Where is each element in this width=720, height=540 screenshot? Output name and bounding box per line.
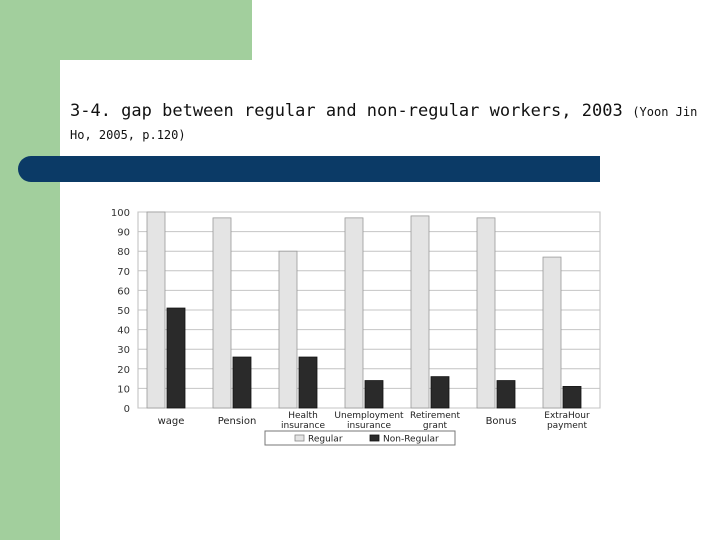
y-tick-label: 40: [117, 326, 130, 337]
slide-title-main: 3-4. gap between regular and non-regular…: [70, 101, 623, 121]
slide-title: 3-4. gap between regular and non-regular…: [70, 100, 710, 146]
x-tick-label: Unemployment insurance: [334, 411, 404, 431]
bar-regular: [542, 256, 562, 409]
bar-non-regular: [298, 356, 318, 409]
bar-non-regular: [166, 307, 186, 409]
legend-swatch-non-regular: [369, 434, 380, 442]
legend-label-regular: Regular: [308, 435, 343, 445]
bar-regular: [146, 211, 166, 409]
legend-swatch-regular: [294, 434, 305, 442]
bar-non-regular: [430, 376, 450, 409]
y-tick-label: 30: [117, 345, 130, 356]
y-tick-label: 10: [117, 384, 130, 395]
legend: [264, 430, 456, 446]
bar-non-regular: [364, 380, 384, 409]
bar-non-regular: [562, 386, 582, 409]
bar-regular: [212, 217, 232, 409]
y-tick-label: 50: [117, 306, 130, 317]
y-tick-label: 70: [117, 267, 130, 278]
y-tick-label: 0: [124, 404, 130, 415]
x-tick-label: Pension: [218, 416, 257, 427]
y-tick-label: 100: [111, 208, 130, 219]
bar-regular: [278, 250, 298, 409]
green-left-band: [0, 0, 60, 540]
title-underline-bar: [18, 156, 600, 182]
bar-regular: [410, 215, 430, 409]
x-tick-label: Bonus: [486, 416, 517, 427]
y-tick-label: 80: [117, 247, 130, 258]
y-tick-label: 60: [117, 286, 130, 297]
x-tick-label: Retirement grant: [410, 411, 460, 431]
bar-regular: [476, 217, 496, 409]
bar-chart: 0 10 20 30 40 50 60 70 80 90 100 wage Pension Health i…: [111, 208, 601, 446]
legend-label-non-regular: Non-Regular: [383, 435, 439, 445]
y-tick-label: 20: [117, 365, 130, 376]
x-tick-label: ExtraHour payment: [544, 411, 590, 431]
bar-non-regular: [232, 356, 252, 409]
slide-title-source: (Yoon Jin Ho, 2005, p.120): [70, 105, 698, 142]
y-tick-label: 90: [117, 228, 130, 239]
bar-regular: [344, 217, 364, 409]
bar-non-regular: [496, 380, 516, 409]
x-tick-label: wage: [158, 416, 185, 427]
x-tick-label: Health insurance: [281, 411, 325, 431]
